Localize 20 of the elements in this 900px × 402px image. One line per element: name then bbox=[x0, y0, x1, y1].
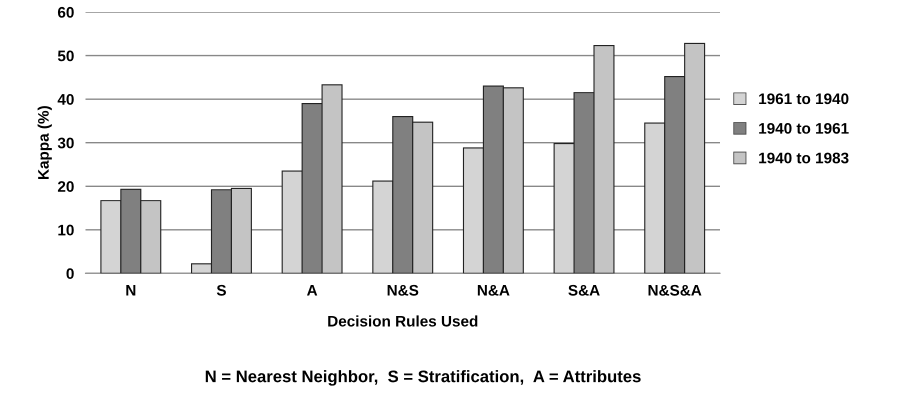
y-tick-label: 0 bbox=[66, 268, 74, 280]
x-tick-label: A bbox=[306, 285, 318, 296]
y-tick-label: 30 bbox=[58, 138, 74, 148]
x-tick-label: N&A bbox=[478, 284, 510, 296]
x-tick-label: N&S&A bbox=[648, 284, 702, 296]
text: N = Nearest Neighbor, S = Stratification, A = Attributes bbox=[206, 370, 641, 386]
x-tick-label: N bbox=[126, 285, 136, 296]
y-tick-label: 50 bbox=[58, 50, 74, 62]
y-axis-title: Kappa (%) bbox=[38, 106, 52, 180]
x-tick-label: S bbox=[216, 284, 226, 296]
x-tick-label: N&S bbox=[388, 284, 418, 296]
y-tick-label: 10 bbox=[58, 224, 74, 236]
x-tick-label: S&A bbox=[568, 284, 600, 296]
legend-label: 1940 to 1961 bbox=[759, 122, 849, 134]
legend-label: 1940 to 1983 bbox=[759, 152, 849, 164]
y-tick-label: 60 bbox=[58, 6, 74, 18]
legend-label: 1961 to 1940 bbox=[759, 93, 848, 104]
x-axis-title: Decision Rules Used bbox=[328, 315, 478, 327]
y-tick-label: 40 bbox=[58, 94, 74, 105]
y-tick-label: 20 bbox=[58, 181, 74, 192]
